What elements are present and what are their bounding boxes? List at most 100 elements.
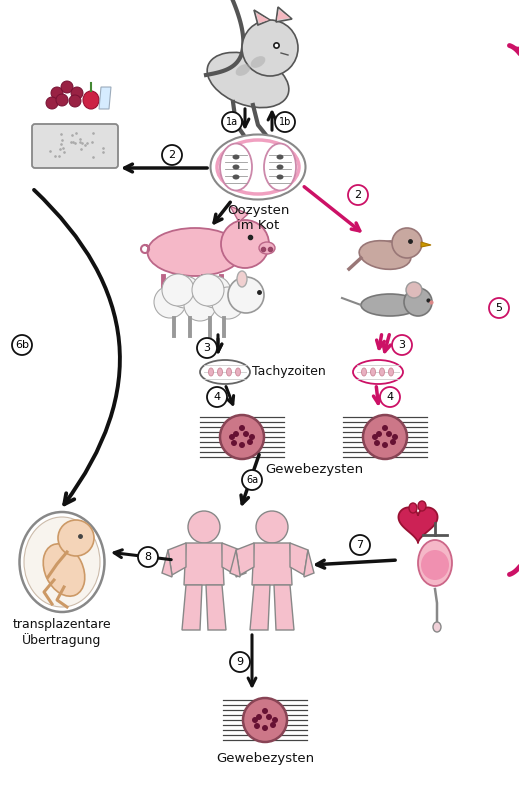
Circle shape [392, 335, 412, 355]
Circle shape [71, 87, 83, 99]
Circle shape [162, 145, 182, 165]
Ellipse shape [389, 368, 393, 376]
Circle shape [239, 425, 245, 431]
Text: 4: 4 [213, 392, 221, 402]
Text: 6b: 6b [15, 340, 29, 350]
Circle shape [12, 335, 32, 355]
Text: 3: 3 [203, 343, 211, 353]
Circle shape [256, 714, 262, 720]
Ellipse shape [200, 360, 250, 384]
Circle shape [69, 95, 81, 107]
Ellipse shape [211, 134, 306, 199]
Text: 8: 8 [144, 552, 152, 562]
Ellipse shape [277, 174, 283, 179]
Circle shape [199, 276, 231, 308]
Circle shape [239, 442, 245, 448]
Circle shape [382, 442, 388, 448]
Polygon shape [250, 585, 270, 630]
Ellipse shape [277, 165, 283, 170]
Ellipse shape [379, 368, 385, 376]
Circle shape [46, 97, 58, 109]
Ellipse shape [259, 242, 275, 254]
Circle shape [207, 387, 227, 407]
Ellipse shape [362, 368, 366, 376]
Circle shape [233, 431, 239, 437]
Text: transplazentare
Übertragung: transplazentare Übertragung [12, 618, 111, 647]
Circle shape [222, 112, 242, 132]
Text: 3: 3 [399, 340, 405, 350]
Circle shape [242, 20, 298, 76]
Polygon shape [256, 13, 269, 23]
Ellipse shape [24, 517, 100, 607]
Ellipse shape [418, 540, 452, 586]
Circle shape [243, 698, 287, 742]
Text: 2: 2 [169, 150, 175, 160]
Polygon shape [304, 550, 314, 577]
Polygon shape [184, 543, 224, 585]
Text: 9: 9 [237, 657, 243, 667]
Text: 7: 7 [357, 540, 364, 550]
Circle shape [363, 415, 407, 459]
Text: Oozysten
im Kot: Oozysten im Kot [227, 204, 289, 232]
Ellipse shape [226, 368, 231, 376]
Circle shape [392, 434, 398, 440]
Circle shape [212, 287, 244, 319]
Polygon shape [236, 550, 246, 577]
Polygon shape [222, 543, 240, 575]
Circle shape [221, 220, 269, 268]
Circle shape [382, 425, 388, 431]
Circle shape [275, 112, 295, 132]
Ellipse shape [147, 228, 242, 276]
Circle shape [242, 470, 262, 490]
Polygon shape [230, 206, 248, 222]
Circle shape [61, 81, 73, 93]
Circle shape [390, 439, 396, 445]
Polygon shape [162, 550, 172, 577]
Circle shape [376, 431, 382, 437]
Ellipse shape [43, 544, 85, 596]
Circle shape [56, 94, 68, 106]
Ellipse shape [371, 368, 376, 376]
FancyBboxPatch shape [32, 124, 118, 168]
Polygon shape [252, 543, 292, 585]
Text: 6a: 6a [246, 475, 258, 485]
Circle shape [350, 535, 370, 555]
Circle shape [372, 434, 378, 440]
Ellipse shape [237, 271, 247, 287]
Ellipse shape [217, 368, 223, 376]
Ellipse shape [220, 143, 252, 190]
Circle shape [58, 520, 94, 556]
Polygon shape [421, 242, 431, 247]
Polygon shape [290, 543, 308, 575]
Polygon shape [230, 550, 240, 577]
Text: 5: 5 [496, 303, 502, 313]
Circle shape [220, 415, 264, 459]
Ellipse shape [83, 91, 99, 109]
Circle shape [154, 286, 186, 318]
Circle shape [348, 185, 368, 205]
Circle shape [249, 434, 255, 440]
Ellipse shape [251, 56, 265, 68]
Ellipse shape [433, 622, 441, 632]
Ellipse shape [363, 241, 401, 259]
Ellipse shape [418, 501, 426, 511]
Ellipse shape [233, 165, 239, 170]
Circle shape [243, 431, 249, 437]
Circle shape [243, 698, 287, 742]
Circle shape [138, 547, 158, 567]
Ellipse shape [421, 550, 449, 580]
Circle shape [220, 415, 264, 459]
Ellipse shape [207, 52, 289, 108]
Ellipse shape [353, 360, 403, 384]
Circle shape [262, 725, 268, 731]
Circle shape [184, 289, 216, 321]
Circle shape [197, 338, 217, 358]
Text: 4: 4 [387, 392, 393, 402]
Polygon shape [399, 507, 438, 542]
Polygon shape [99, 87, 111, 109]
Circle shape [228, 277, 264, 313]
Text: 1b: 1b [279, 117, 291, 127]
Circle shape [51, 87, 63, 99]
Ellipse shape [236, 368, 240, 376]
Circle shape [489, 298, 509, 318]
